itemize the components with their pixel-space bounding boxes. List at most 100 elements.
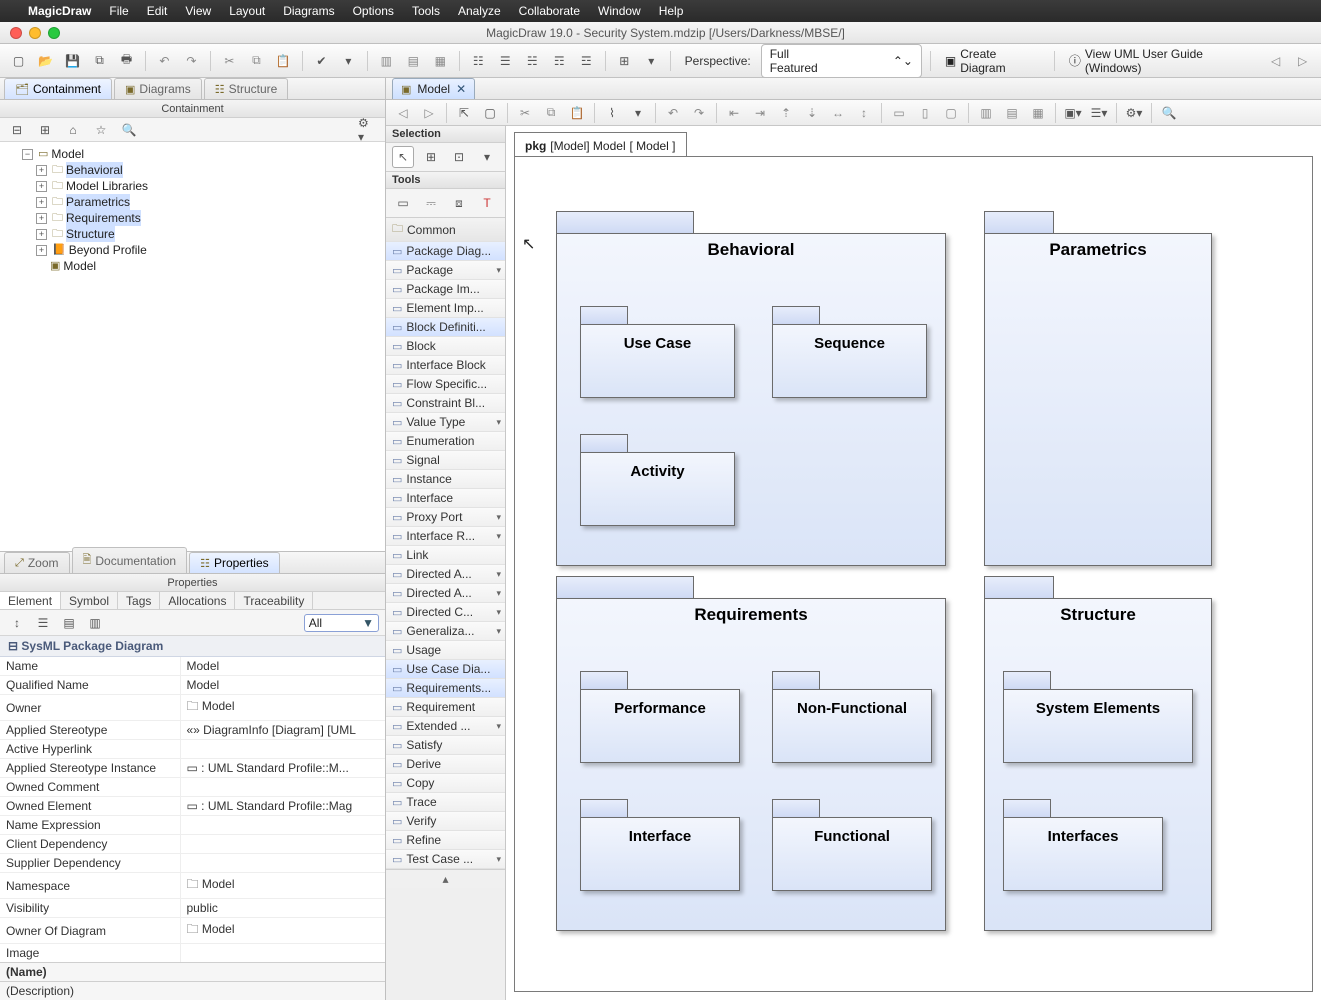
palette-item[interactable]: ▭Extended ...▾ <box>386 717 505 736</box>
favorite-icon[interactable]: ☆ <box>90 119 112 141</box>
tab-properties[interactable]: ☷Properties <box>189 552 280 573</box>
marquee-icon[interactable]: ⊞ <box>420 146 442 168</box>
property-row[interactable]: Supplier Dependency <box>0 854 385 873</box>
palette-item[interactable]: ▭Package Diag... <box>386 242 505 261</box>
tree-item[interactable]: Parametrics <box>66 194 130 210</box>
properties-filter-combo[interactable]: All▼ <box>304 614 379 632</box>
palette-item[interactable]: ▭Interface <box>386 489 505 508</box>
expand-icon[interactable]: ⊞ <box>34 119 56 141</box>
tree-item[interactable]: Model Libraries <box>66 178 148 194</box>
proptab-traceability[interactable]: Traceability <box>235 592 313 609</box>
distribute-icon[interactable]: ▦ <box>1027 102 1049 124</box>
tree-expand-icon[interactable]: + <box>36 213 47 224</box>
sort-icon[interactable]: ↕ <box>6 612 28 634</box>
property-row[interactable]: Image <box>0 944 385 963</box>
dropdown-icon[interactable]: ▾ <box>641 50 662 72</box>
align-icon[interactable]: ↔ <box>827 102 849 124</box>
size-icon[interactable]: ▢ <box>940 102 962 124</box>
package[interactable]: Parametrics <box>984 211 1212 566</box>
align-icon[interactable]: ▥ <box>376 50 397 72</box>
palette-item[interactable]: ▭Test Case ...▾ <box>386 850 505 869</box>
app-name[interactable]: MagicDraw <box>28 4 91 18</box>
menu-view[interactable]: View <box>185 4 211 18</box>
sub-package[interactable]: Interface <box>580 799 740 891</box>
palette-item[interactable]: ▭Generaliza...▾ <box>386 622 505 641</box>
chevron-down-icon[interactable]: ▾ <box>496 531 501 542</box>
size-icon[interactable]: ▭ <box>888 102 910 124</box>
layout-icon[interactable]: ☰ <box>495 50 516 72</box>
menu-layout[interactable]: Layout <box>229 4 265 18</box>
palette-item[interactable]: ▭Derive <box>386 755 505 774</box>
user-guide-button[interactable]: ⓘ View UML User Guide (Windows) <box>1063 45 1259 77</box>
tree-item[interactable]: Structure <box>66 226 115 242</box>
save-icon[interactable]: 💾 <box>62 50 83 72</box>
distribute-icon[interactable]: ▥ <box>975 102 997 124</box>
sub-package[interactable]: Activity <box>580 434 735 526</box>
chevron-down-icon[interactable]: ▾ <box>496 626 501 637</box>
align-icon[interactable]: ↕ <box>853 102 875 124</box>
menu-window[interactable]: Window <box>598 4 641 18</box>
display-icon[interactable]: ▣▾ <box>1062 102 1084 124</box>
palette-item[interactable]: ▭Trace <box>386 793 505 812</box>
paste-icon[interactable]: 📋 <box>273 50 294 72</box>
nav-fwd-icon[interactable]: ▷ <box>1292 50 1313 72</box>
tab-zoom[interactable]: ⤢Zoom <box>4 552 70 573</box>
save-all-icon[interactable]: ⧉ <box>89 50 110 72</box>
palette-item[interactable]: ▭Value Type▾ <box>386 413 505 432</box>
home-icon[interactable]: ⌂ <box>62 119 84 141</box>
chevron-down-icon[interactable]: ▾ <box>496 607 501 618</box>
print-icon[interactable]: 🖶 <box>116 50 137 72</box>
menu-help[interactable]: Help <box>659 4 684 18</box>
palette-item[interactable]: ▭Block Definiti... <box>386 318 505 337</box>
property-row[interactable]: NameModel <box>0 657 385 676</box>
layout-icon[interactable]: ☶ <box>549 50 570 72</box>
paste-icon[interactable]: 📋 <box>566 102 588 124</box>
proptab-element[interactable]: Element <box>0 592 61 609</box>
lasso-icon[interactable]: ⊡ <box>448 146 470 168</box>
tree-expand-icon[interactable]: + <box>36 197 47 208</box>
property-row[interactable]: Owned Element▭ : UML Standard Profile::M… <box>0 797 385 816</box>
palette-item[interactable]: ▭Requirements... <box>386 679 505 698</box>
size-icon[interactable]: ▯ <box>914 102 936 124</box>
palette-item[interactable]: ▭Instance <box>386 470 505 489</box>
menu-file[interactable]: File <box>109 4 128 18</box>
property-row[interactable]: Applied Stereotype«» DiagramInfo [Diagra… <box>0 721 385 740</box>
filter-icon[interactable]: ▾ <box>338 50 359 72</box>
collapse-icon[interactable]: ⊟ <box>6 119 28 141</box>
tab-structure[interactable]: ☷Structure <box>204 78 289 99</box>
redo-icon[interactable]: ↷ <box>688 102 710 124</box>
palette-item[interactable]: ▭Block <box>386 337 505 356</box>
tree-item[interactable]: Requirements <box>66 210 141 226</box>
undo-icon[interactable]: ↶ <box>154 50 175 72</box>
property-row[interactable]: Owner🗀 Model <box>0 695 385 721</box>
expand-icon[interactable]: ▥ <box>84 612 106 634</box>
align-icon[interactable]: ⇡ <box>775 102 797 124</box>
layout-icon[interactable]: ☵ <box>522 50 543 72</box>
palette-item[interactable]: ▭Interface R...▾ <box>386 527 505 546</box>
route-icon[interactable]: ⌇ <box>601 102 623 124</box>
palette-item[interactable]: ▭Constraint Bl... <box>386 394 505 413</box>
cut-icon[interactable]: ✂ <box>514 102 536 124</box>
property-row[interactable]: Client Dependency <box>0 835 385 854</box>
sub-package[interactable]: Functional <box>772 799 932 891</box>
note-icon[interactable]: ▭ <box>392 192 414 214</box>
create-diagram-button[interactable]: ▣ Create Diagram <box>939 45 1046 77</box>
dropdown-icon[interactable]: ▾ <box>627 102 649 124</box>
palette-item[interactable]: ▭Package Im... <box>386 280 505 299</box>
menu-collaborate[interactable]: Collaborate <box>519 4 580 18</box>
align-icon[interactable]: ▤ <box>403 50 424 72</box>
filter-icon[interactable]: ▤ <box>58 612 80 634</box>
menu-tools[interactable]: Tools <box>412 4 440 18</box>
tab-documentation[interactable]: 🗎Documentation <box>72 547 188 573</box>
display-icon[interactable]: ☰▾ <box>1088 102 1110 124</box>
zoom-window-icon[interactable] <box>48 27 60 39</box>
anchor-icon[interactable]: ⎓ <box>420 192 442 214</box>
menu-diagrams[interactable]: Diagrams <box>283 4 334 18</box>
sub-package[interactable]: Interfaces <box>1003 799 1163 891</box>
chevron-down-icon[interactable]: ▾ <box>496 854 501 865</box>
menu-edit[interactable]: Edit <box>147 4 168 18</box>
align-icon[interactable]: ▦ <box>430 50 451 72</box>
export-icon[interactable]: ⇱ <box>453 102 475 124</box>
menu-analyze[interactable]: Analyze <box>458 4 501 18</box>
diagram-icon[interactable]: ⊞ <box>614 50 635 72</box>
